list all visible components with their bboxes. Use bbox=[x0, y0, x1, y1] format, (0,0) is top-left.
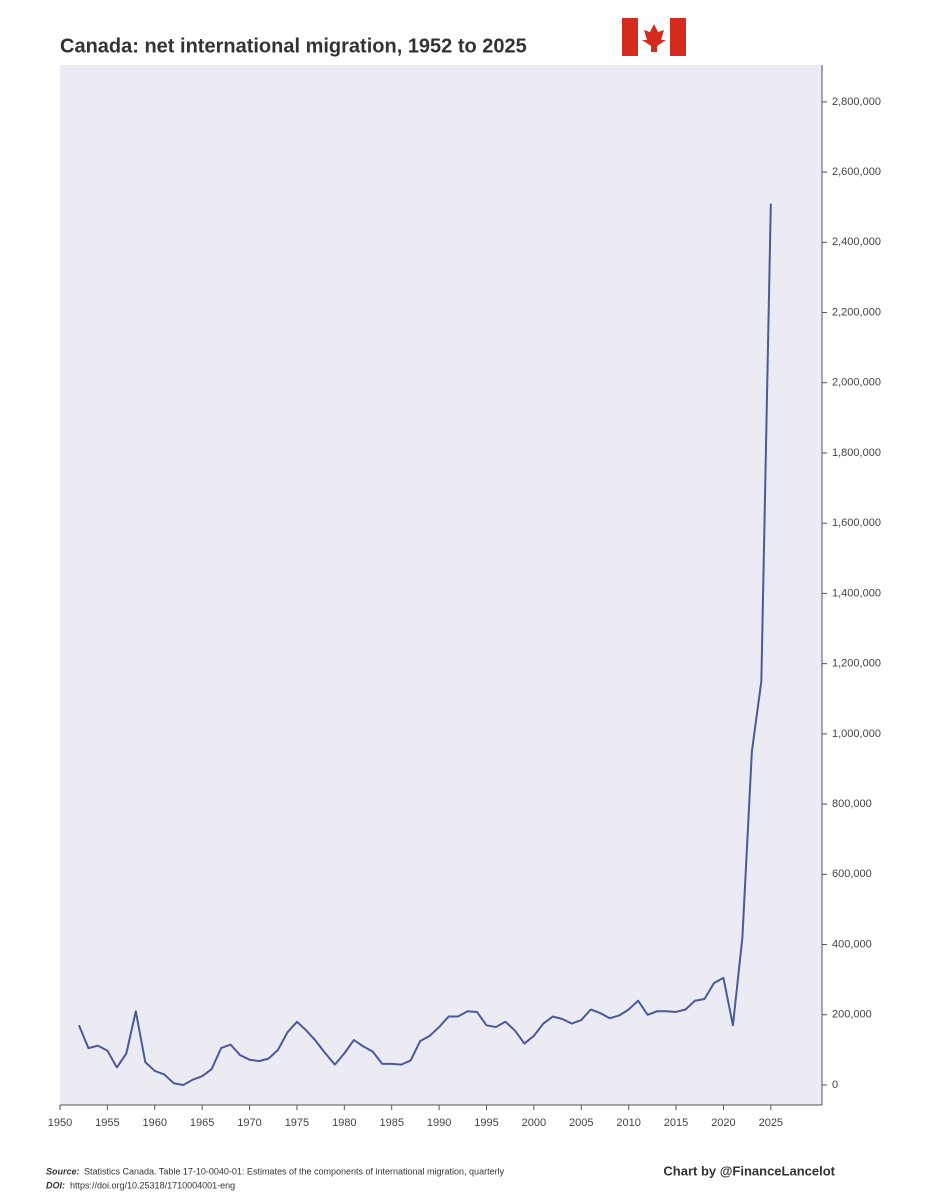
y-tick-label: 1,000,000 bbox=[832, 728, 881, 740]
y-tick-label: 2,200,000 bbox=[832, 306, 881, 318]
plot-area bbox=[60, 65, 822, 1105]
y-tick-label: 800,000 bbox=[832, 798, 872, 810]
y-tick-label: 1,600,000 bbox=[832, 517, 881, 529]
x-tick-label: 2025 bbox=[759, 1117, 783, 1129]
chart-title: Canada: net international migration, 195… bbox=[60, 35, 527, 57]
x-tick-label: 1990 bbox=[427, 1117, 451, 1129]
x-tick-label: 2010 bbox=[616, 1117, 640, 1129]
x-tick-label: 1955 bbox=[95, 1117, 119, 1129]
y-tick-label: 0 bbox=[832, 1079, 838, 1091]
y-tick-label: 1,400,000 bbox=[832, 587, 881, 599]
x-tick-label: 1975 bbox=[285, 1117, 309, 1129]
x-tick-label: 2020 bbox=[711, 1117, 735, 1129]
doi-label: DOI: bbox=[46, 1180, 65, 1190]
doi: https://doi.org/10.25318/1710004001-eng bbox=[70, 1180, 235, 1190]
y-tick-label: 2,800,000 bbox=[832, 96, 881, 108]
y-tick-label: 2,000,000 bbox=[832, 377, 881, 389]
credit: Chart by @FinanceLancelot bbox=[663, 1163, 835, 1178]
x-tick-label: 1980 bbox=[332, 1117, 356, 1129]
source-label: Source: bbox=[46, 1166, 80, 1176]
data-line bbox=[78, 203, 772, 1086]
source: Statistics Canada. Table 17-10-0040-01: … bbox=[84, 1166, 505, 1176]
x-tick-label: 2015 bbox=[664, 1117, 688, 1129]
flag bbox=[622, 18, 686, 56]
y-tick-label: 400,000 bbox=[832, 938, 872, 950]
y-tick-label: 2,400,000 bbox=[832, 236, 881, 248]
y-tick-label: 200,000 bbox=[832, 1009, 872, 1021]
x-tick-label: 2000 bbox=[522, 1117, 546, 1129]
y-tick-label: 600,000 bbox=[832, 868, 872, 880]
y-tick-label: 2,600,000 bbox=[832, 166, 881, 178]
y-tick-label: 1,800,000 bbox=[832, 447, 881, 459]
x-tick-label: 1950 bbox=[48, 1117, 72, 1129]
x-tick-label: 1995 bbox=[474, 1117, 498, 1129]
x-tick-label: 1970 bbox=[237, 1117, 261, 1129]
x-tick-label: 1985 bbox=[379, 1117, 403, 1129]
y-tick-label: 1,200,000 bbox=[832, 658, 881, 670]
x-tick-label: 2005 bbox=[569, 1117, 593, 1129]
x-tick-label: 1960 bbox=[143, 1117, 167, 1129]
x-tick-label: 1965 bbox=[190, 1117, 214, 1129]
